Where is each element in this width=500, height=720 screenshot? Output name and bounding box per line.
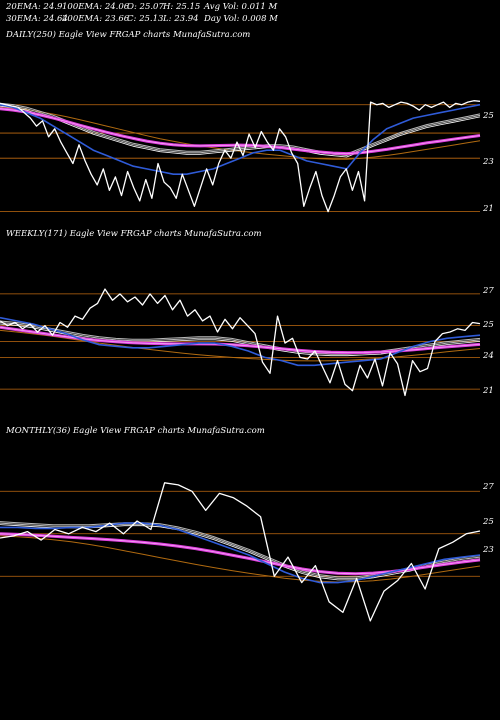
weekly-panel-label: WEEKLY(171) Eagle View FRGAP charts Muna… bbox=[6, 229, 262, 239]
weekly-ema-mid-line bbox=[0, 320, 481, 354]
stat-100ema: 100EMA: 24.06 bbox=[62, 2, 130, 12]
stat-close: C: 25.13 bbox=[127, 14, 164, 24]
daily-price-line bbox=[0, 100, 481, 213]
monthly-panel-label: MONTHLY(36) Eagle View FRGAP charts Muna… bbox=[6, 426, 265, 436]
monthly-ema-slow-line bbox=[0, 535, 481, 583]
weekly-tick-24: 24 bbox=[483, 351, 494, 361]
weekly-tick-25: 25 bbox=[483, 320, 494, 330]
daily-ema-slow-line bbox=[0, 106, 481, 160]
monthly-tick-25: 25 bbox=[483, 517, 494, 527]
daily-ema-200-highlight bbox=[0, 108, 481, 155]
monthly-panel bbox=[0, 482, 481, 622]
monthly-price-line bbox=[0, 482, 481, 622]
daily-ema-fast-line bbox=[0, 103, 481, 175]
stat-avg-vol: Avg Vol: 0.011 M bbox=[204, 2, 278, 12]
weekly-ema-slow-line bbox=[0, 329, 481, 362]
monthly-tick-23: 23 bbox=[483, 545, 494, 555]
stat-20ema: 20EMA: 24.9 bbox=[6, 2, 63, 12]
weekly-tick-21: 21 bbox=[483, 386, 494, 396]
weekly-tick-27: 27 bbox=[483, 286, 494, 296]
stat-day-vol: Day Vol: 0.008 M bbox=[204, 14, 278, 24]
daily-tick-21: 21 bbox=[483, 204, 494, 214]
weekly-price-line bbox=[0, 288, 481, 397]
stat-low: L: 23.94 bbox=[163, 14, 199, 24]
daily-panel-label: DAILY(250) Eagle View FRGAP charts Munaf… bbox=[6, 30, 251, 40]
daily-tick-25: 25 bbox=[483, 111, 494, 121]
stat-high: H: 25.15 bbox=[163, 2, 201, 12]
monthly-tick-27: 27 bbox=[483, 482, 494, 492]
daily-tick-23: 23 bbox=[483, 157, 494, 167]
stat-open: O: 25.07 bbox=[127, 2, 164, 12]
monthly-ema-fast-line bbox=[0, 522, 481, 584]
weekly-ema-fast-line bbox=[0, 316, 481, 367]
stat-200ema: 200EMA: 23.66 bbox=[62, 14, 130, 24]
stat-30ema: 30EMA: 24.64 bbox=[6, 14, 68, 24]
daily-panel bbox=[0, 100, 481, 213]
weekly-panel bbox=[0, 288, 481, 397]
